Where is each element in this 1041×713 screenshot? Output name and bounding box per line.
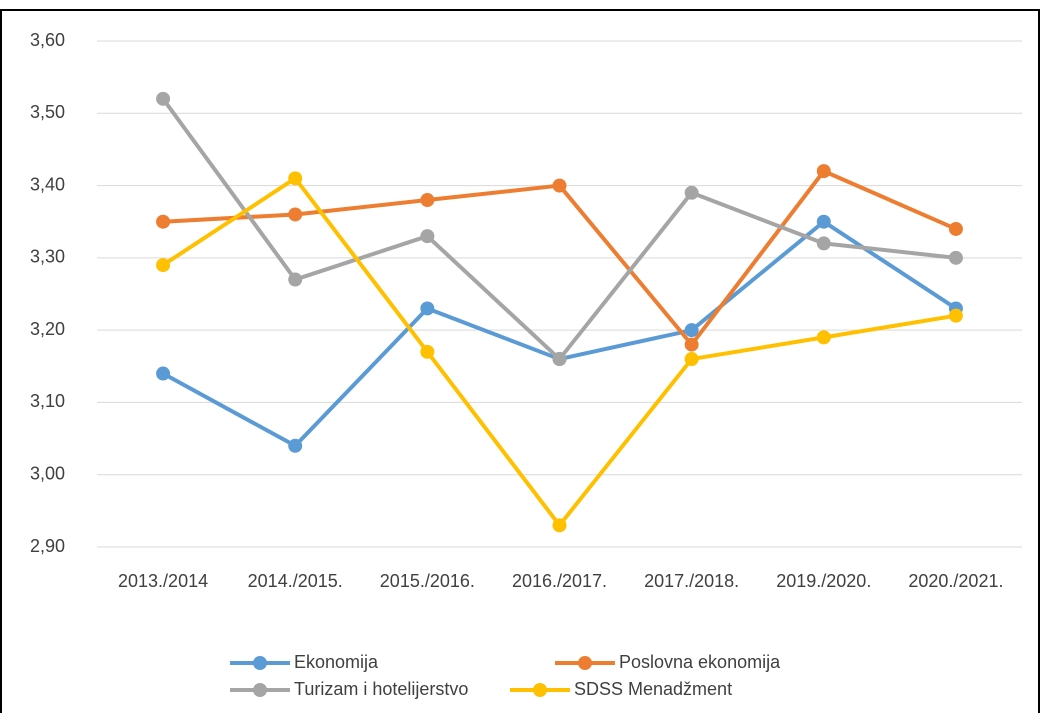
x-tick-label: 2013./2014 [118, 571, 208, 591]
data-point [420, 344, 435, 359]
data-point [288, 272, 303, 287]
data-point [948, 308, 963, 323]
data-point [816, 330, 831, 345]
data-point [816, 236, 831, 251]
y-tick-label: 3,20 [30, 319, 65, 339]
data-point [288, 207, 303, 222]
data-point [420, 229, 435, 244]
chart-border [0, 9, 1040, 713]
x-tick-label: 2014./2015. [248, 571, 343, 591]
legend-label: Turizam i hotelijerstvo [294, 679, 468, 699]
y-tick-label: 3,60 [30, 30, 65, 50]
legend-label: Poslovna ekonomija [619, 652, 781, 672]
data-point [156, 258, 171, 273]
y-tick-label: 3,50 [30, 102, 65, 122]
legend-marker [533, 683, 547, 697]
x-tick-label: 2019./2020. [776, 571, 871, 591]
y-tick-label: 2,90 [30, 536, 65, 556]
data-point [156, 366, 171, 381]
data-point [684, 352, 699, 367]
data-point [420, 193, 435, 208]
y-tick-label: 3,00 [30, 463, 65, 483]
data-point [684, 337, 699, 352]
x-tick-label: 2015./2016. [380, 571, 475, 591]
data-point [816, 214, 831, 229]
data-point [684, 185, 699, 200]
data-point [552, 352, 567, 367]
data-point [684, 323, 699, 338]
y-tick-label: 3,40 [30, 174, 65, 194]
data-point [948, 221, 963, 236]
x-tick-label: 2016./2017. [512, 571, 607, 591]
data-point [552, 518, 567, 533]
y-tick-label: 3,30 [30, 247, 65, 267]
data-point [552, 178, 567, 193]
legend-marker [253, 656, 267, 670]
data-point [420, 301, 435, 316]
x-tick-label: 2020./2021. [908, 571, 1003, 591]
data-point [816, 164, 831, 179]
legend-marker [578, 656, 592, 670]
data-point [288, 171, 303, 186]
y-tick-label: 3,10 [30, 391, 65, 411]
legend-label: SDSS Menadžment [574, 679, 732, 699]
data-point [288, 438, 303, 453]
data-point [156, 91, 171, 106]
legend-label: Ekonomija [294, 652, 379, 672]
data-point [948, 250, 963, 265]
x-tick-label: 2017./2018. [644, 571, 739, 591]
legend-marker [253, 683, 267, 697]
data-point [156, 214, 171, 229]
